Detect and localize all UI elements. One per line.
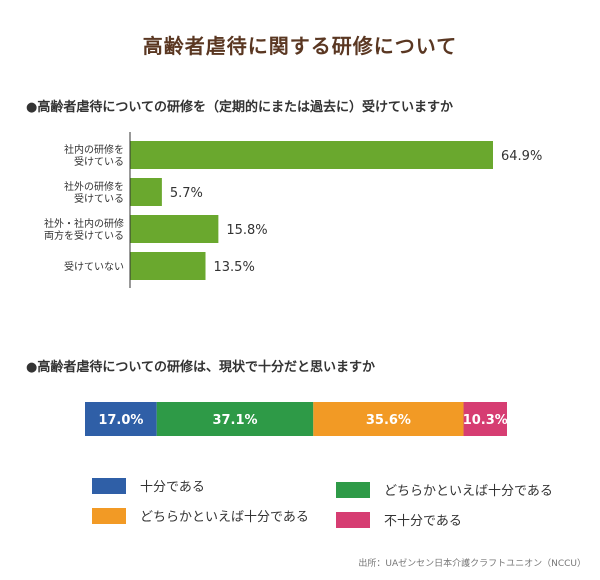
page-title: 高齢者虐待に関する研修について (142, 34, 458, 58)
segment-label-3: 35.6% (366, 413, 411, 428)
training-received-bar-chart: 64.9% 社内の研修を受けている 5.7% 社外の研修を受けている 15.8% 社外・社… (44, 132, 542, 288)
legend-item-3: どちらかといえば十分である (92, 506, 309, 525)
segment-3 (313, 402, 464, 436)
bar-value-label-1: 64.9% (501, 149, 542, 164)
segment-label-1: 17.0% (98, 413, 143, 428)
section1-title: ●高齢者虐待についての研修を（定期的にまたは過去に）受けていますか (26, 100, 453, 115)
segment-4 (463, 402, 507, 436)
legend-swatch-3 (92, 507, 126, 524)
bar-value-label-2: 5.7% (170, 186, 203, 201)
bar-value-label-4: 13.5% (214, 260, 255, 275)
category-label-2: 社外の研修を受けている (64, 180, 124, 205)
bar-2 (130, 178, 162, 206)
segment-label-2: 37.1% (212, 413, 257, 428)
legend-label-3: どちらかといえば十分である (140, 510, 309, 525)
legend-swatch-4 (336, 511, 370, 528)
category-label-1: 社内の研修を受けている (64, 143, 124, 168)
source-note: 出所：UAゼンセン日本介護クラフトユニオン（NCCU） (358, 559, 586, 569)
legend-swatch-2 (336, 481, 370, 498)
training-sufficiency-stacked-bar: 17.0% 37.1% 35.6% 10.3% (85, 402, 508, 436)
legend-label-4: 不十分である (384, 514, 462, 529)
bar-1 (130, 141, 493, 169)
bar-4 (130, 252, 206, 280)
legend-item-4: 不十分である (336, 510, 462, 529)
legend-label-1: 十分である (140, 480, 205, 495)
segment-2 (156, 402, 314, 436)
legend-item-2: どちらかといえば十分である (336, 480, 553, 499)
bar-value-label-3: 15.8% (226, 223, 267, 238)
legend-label-2: どちらかといえば十分である (384, 484, 553, 499)
segment-label-4: 10.3% (463, 413, 508, 428)
legend-swatch-1 (92, 477, 126, 494)
bar-3 (130, 215, 219, 243)
category-label-4: 受けていない (64, 261, 124, 273)
legend-item-1: 十分である (92, 476, 205, 495)
segment-1 (85, 402, 157, 436)
section2-title: ●高齢者虐待についての研修は、現状で十分だと思いますか (26, 360, 375, 375)
category-label-3: 社外・社内の研修両方を受けている (44, 217, 124, 242)
